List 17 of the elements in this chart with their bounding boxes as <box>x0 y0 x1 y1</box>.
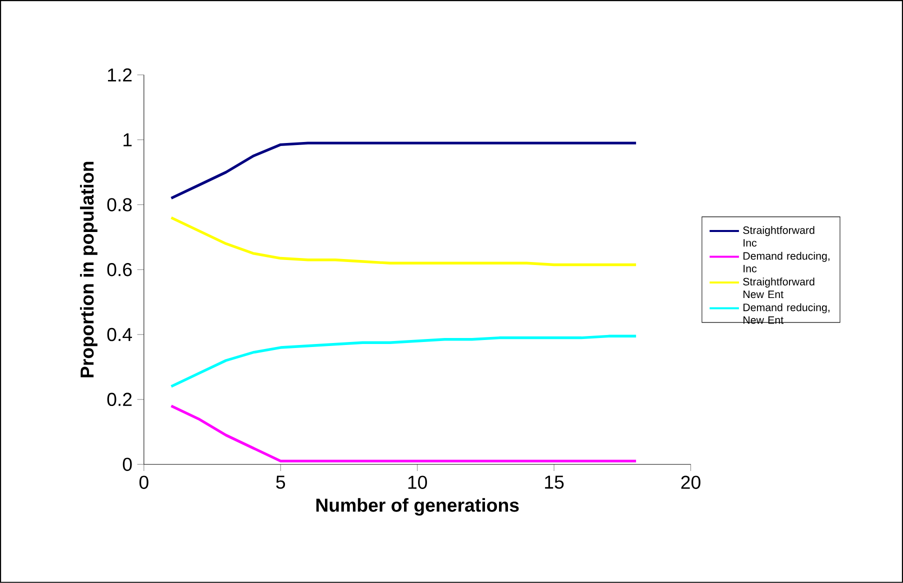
legend-label: Demand reducing, Inc <box>744 252 830 272</box>
y-axis-title: Proportion in population <box>80 162 98 378</box>
x-tick-label: 0 <box>139 476 148 489</box>
x-tick-label: 10 <box>408 476 427 489</box>
y-tick-label: 0.8 <box>107 198 132 212</box>
y-tick-label: 0 <box>122 458 132 471</box>
y-tick-label: 1.2 <box>108 68 132 82</box>
legend-label: Straightforward Inc <box>743 226 814 247</box>
y-tick-label: 1 <box>124 133 132 146</box>
legend-label: Straightforward New Ent <box>743 278 814 298</box>
x-tick-label: 5 <box>276 476 286 489</box>
x-axis-title: Number of generations <box>316 498 519 516</box>
y-tick-label: 0.4 <box>107 328 132 342</box>
x-tick-label: 15 <box>545 476 564 489</box>
x-tick-label: 20 <box>681 476 700 489</box>
y-tick-label: 0.2 <box>107 392 132 406</box>
y-tick-label: 0.6 <box>107 263 132 276</box>
